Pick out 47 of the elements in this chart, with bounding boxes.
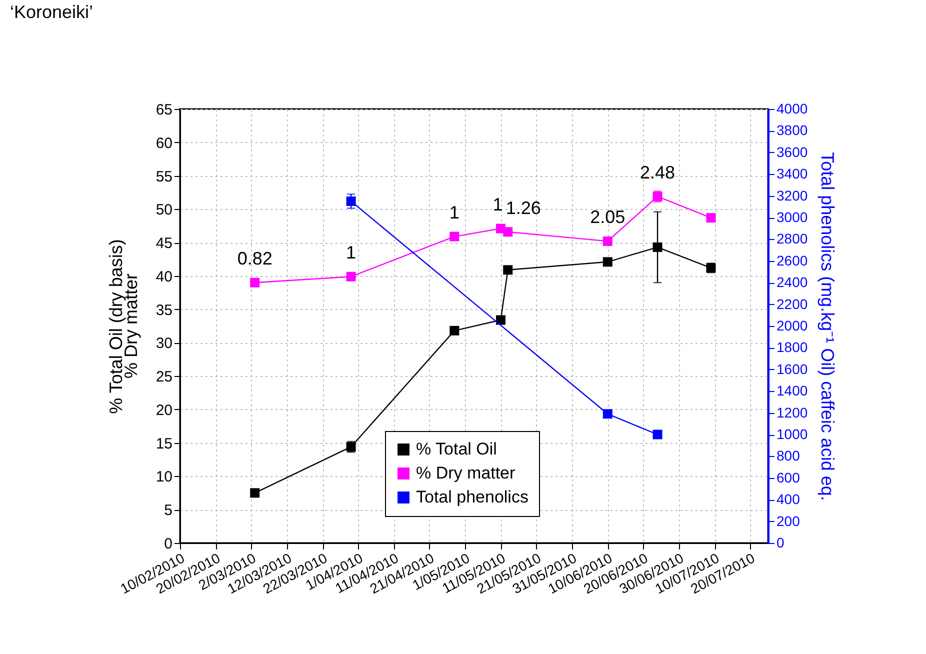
y2-tick-label: 2800 [776, 230, 808, 247]
y2-tick-label: 3000 [776, 209, 808, 225]
annotation: 1 [492, 194, 503, 215]
y2-tick-label: 3800 [776, 122, 808, 138]
y-tick-label: 40 [156, 268, 172, 286]
annotation: 1 [346, 242, 356, 263]
y-tick-label: 0 [164, 536, 172, 552]
y-tick-label: 50 [156, 202, 172, 219]
y2-tick-label: 2200 [776, 296, 808, 312]
y-tick-label: 25 [156, 368, 172, 386]
legend-label: Total phenolics [416, 488, 528, 506]
chart-title: ‘Koroneiki’ [10, 2, 94, 22]
y2-tick-label: 3200 [776, 187, 808, 204]
y-tick-label: 30 [156, 335, 172, 352]
y2-tick-label: 2600 [776, 252, 808, 268]
y2-tick-label: 0 [776, 534, 784, 550]
y2-tick-label: 3600 [776, 144, 808, 160]
annotation: 1 [449, 202, 460, 223]
y2-tick-label: 2400 [776, 274, 808, 290]
legend-label: % Dry matter [416, 464, 516, 482]
y2-tick-label: 1400 [776, 382, 808, 399]
y2-tick-label: 200 [776, 512, 800, 529]
y2-tick-label: 1200 [776, 404, 808, 420]
y2-tick-label: 4000 [776, 100, 808, 116]
y-tick-label: 20 [156, 402, 172, 419]
annotation: 2.05 [590, 207, 626, 228]
y2-tick-label: 600 [776, 469, 800, 486]
y-tick-label: 10 [156, 468, 172, 486]
y2-tick-label: 400 [776, 491, 800, 508]
y2-axis-title: Total phenolics (mg.kg⁻¹ Oil) caffeic acid eq. [818, 152, 838, 501]
annotation: 0.82 [237, 248, 272, 269]
y2-tick-label: 1600 [776, 360, 808, 377]
y2-tick-label: 1000 [776, 426, 808, 442]
y2-tick-label: 1800 [776, 339, 808, 356]
y-tick-label: 65 [156, 102, 172, 118]
y2-tick-label: 2000 [776, 318, 808, 334]
y-tick-label: 35 [156, 302, 172, 319]
y-tick-label: 60 [156, 134, 172, 152]
y2-tick-label: 3400 [776, 166, 808, 182]
annotation: 2.48 [640, 162, 676, 182]
y-tick-label: 45 [156, 235, 172, 252]
legend-label: % Total Oil [416, 440, 497, 458]
y-tick-label: 55 [156, 168, 172, 186]
y-tick-label: 5 [164, 502, 172, 520]
y2-tick-label: 800 [776, 448, 800, 464]
annotation: 1.26 [506, 198, 541, 218]
y-tick-label: 15 [156, 435, 172, 452]
